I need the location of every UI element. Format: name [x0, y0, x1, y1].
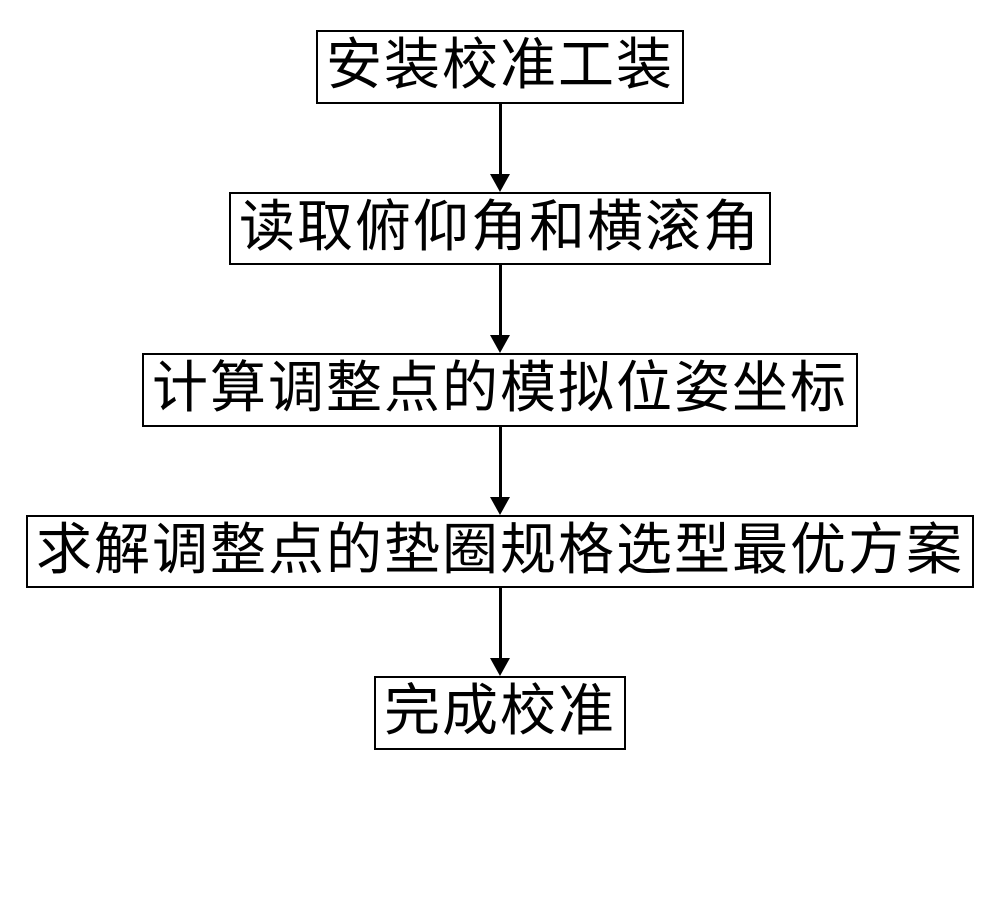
flow-arrow: [490, 427, 510, 515]
flow-arrow: [490, 588, 510, 676]
flow-node-n3: 计算调整点的模拟位姿坐标: [142, 353, 858, 427]
flow-node-label: 读取俯仰角和横滚角: [239, 198, 761, 260]
flow-node-n1: 安装校准工装: [316, 30, 684, 104]
arrow-head-icon: [490, 174, 510, 192]
arrow-line: [499, 427, 502, 497]
flow-node-n5: 完成校准: [374, 676, 626, 750]
arrow-head-icon: [490, 497, 510, 515]
flow-node-label: 安装校准工装: [326, 36, 674, 98]
arrow-line: [499, 104, 502, 174]
arrow-line: [499, 588, 502, 658]
flow-node-n2: 读取俯仰角和横滚角: [229, 192, 771, 266]
arrow-line: [499, 265, 502, 335]
flow-arrow: [490, 104, 510, 192]
flow-node-label: 计算调整点的模拟位姿坐标: [152, 359, 848, 421]
arrow-head-icon: [490, 658, 510, 676]
arrow-head-icon: [490, 335, 510, 353]
flow-node-label: 求解调整点的垫圈规格选型最优方案: [36, 521, 964, 583]
flow-arrow: [490, 265, 510, 353]
flow-node-n4: 求解调整点的垫圈规格选型最优方案: [26, 515, 974, 589]
flow-node-label: 完成校准: [384, 682, 616, 744]
flowchart-container: 安装校准工装读取俯仰角和横滚角计算调整点的模拟位姿坐标求解调整点的垫圈规格选型最…: [26, 30, 974, 750]
